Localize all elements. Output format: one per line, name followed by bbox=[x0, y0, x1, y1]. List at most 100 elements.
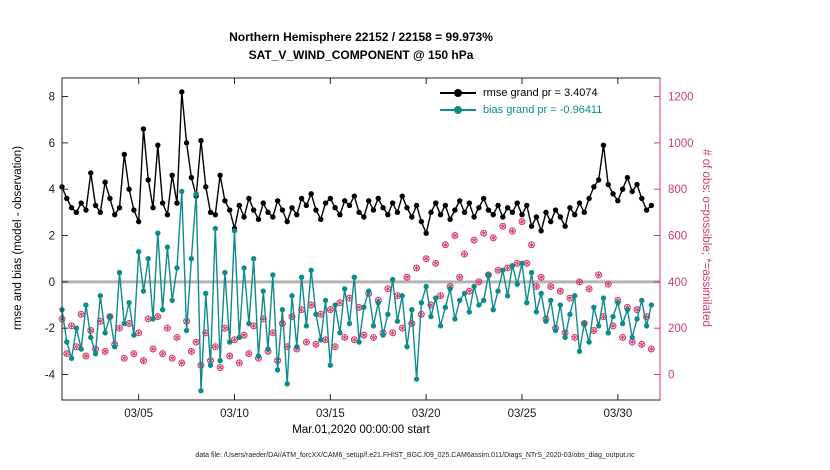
bias-marker-icon bbox=[454, 105, 462, 114]
rmse-marker bbox=[270, 214, 276, 220]
obs-assimilated-marker bbox=[519, 219, 525, 224]
bias-marker bbox=[308, 267, 314, 273]
obs-possible-marker bbox=[508, 227, 516, 235]
y-tick-label-left: -4 bbox=[45, 370, 56, 382]
obs-assimilated-marker bbox=[160, 351, 166, 356]
obs-possible-marker bbox=[173, 333, 181, 341]
bias-marker bbox=[188, 255, 195, 262]
rmse-marker bbox=[504, 205, 511, 211]
rmse-marker bbox=[342, 198, 348, 204]
bias-marker bbox=[64, 339, 70, 345]
rmse-marker bbox=[572, 211, 578, 218]
rmse-marker bbox=[548, 218, 554, 225]
rmse-marker bbox=[514, 200, 520, 206]
rmse-marker bbox=[495, 202, 501, 209]
obs-assimilated-marker bbox=[145, 317, 151, 321]
obs-assimilated-marker bbox=[73, 345, 79, 349]
obs-assimilated-marker bbox=[188, 349, 194, 354]
bias-marker bbox=[68, 355, 75, 362]
obs-possible-marker bbox=[77, 310, 85, 318]
bias-marker bbox=[595, 323, 602, 329]
rmse-marker bbox=[480, 195, 487, 202]
bias-marker bbox=[394, 318, 401, 324]
obs-assimilated-marker bbox=[452, 233, 458, 238]
rmse-marker bbox=[409, 214, 415, 220]
obs-assimilated-marker bbox=[232, 338, 237, 342]
bias-marker bbox=[629, 334, 635, 341]
rmse-marker bbox=[150, 205, 156, 211]
bias-marker bbox=[552, 327, 559, 334]
obs-possible-marker bbox=[566, 294, 574, 302]
bias-marker bbox=[298, 274, 305, 280]
obs-possible-marker bbox=[643, 313, 651, 321]
obs-assimilated-marker bbox=[514, 261, 520, 266]
rmse-marker bbox=[557, 214, 564, 220]
rmse-series bbox=[59, 89, 655, 236]
obs-assimilated-marker bbox=[217, 365, 223, 370]
rmse-marker bbox=[78, 200, 84, 206]
bias-marker bbox=[533, 309, 540, 315]
y-tick-label-right: 600 bbox=[668, 231, 687, 243]
y-tick-label-left: 4 bbox=[49, 184, 56, 196]
bias-marker bbox=[327, 362, 334, 368]
bias-marker bbox=[236, 334, 242, 341]
obs-possible-marker bbox=[120, 354, 128, 362]
obs-assimilated-marker bbox=[414, 266, 420, 270]
bias-marker bbox=[557, 302, 564, 308]
obs-assimilated-marker bbox=[337, 301, 343, 305]
rmse-marker bbox=[375, 195, 381, 202]
bias-marker bbox=[121, 320, 127, 327]
bias-marker bbox=[83, 302, 89, 308]
bias-marker bbox=[169, 297, 175, 304]
bias-marker bbox=[337, 330, 343, 336]
rmse-marker bbox=[155, 142, 161, 148]
y-tick-label-right: 400 bbox=[668, 277, 687, 289]
bias-marker bbox=[480, 297, 487, 304]
bias-marker bbox=[433, 295, 439, 301]
x-tick-label: 03/15 bbox=[316, 408, 345, 420]
obs-assimilated-marker bbox=[126, 321, 132, 326]
obs-possible-marker bbox=[604, 280, 612, 288]
obs-assimilated-marker bbox=[155, 314, 161, 319]
obs-possible-marker bbox=[461, 250, 468, 258]
bias-series bbox=[59, 188, 655, 394]
bias-marker bbox=[351, 274, 357, 280]
obs-assimilated-marker bbox=[418, 312, 424, 316]
obs-assimilated-marker bbox=[351, 338, 357, 342]
obs-assimilated-marker bbox=[529, 243, 535, 247]
bias-marker bbox=[370, 323, 377, 329]
obs-possible-marker bbox=[389, 329, 397, 337]
bias-marker bbox=[279, 306, 286, 313]
bias-marker bbox=[572, 293, 578, 299]
rmse-marker bbox=[327, 195, 334, 202]
bias-marker bbox=[159, 306, 166, 313]
bias-marker bbox=[270, 272, 276, 278]
rmse-marker bbox=[413, 202, 420, 209]
y-tick-label-right: 200 bbox=[668, 323, 687, 335]
obs-assimilated-marker bbox=[236, 361, 242, 365]
obs-assimilated-marker bbox=[327, 307, 333, 312]
rmse-marker bbox=[135, 218, 142, 225]
bias-marker bbox=[548, 297, 554, 304]
obs-assimilated-marker bbox=[308, 303, 314, 307]
obs-assimilated-marker bbox=[648, 347, 654, 351]
obs-assimilated-marker bbox=[174, 335, 180, 340]
bias-marker bbox=[413, 376, 420, 382]
bias-marker bbox=[303, 323, 310, 329]
bias-marker bbox=[495, 288, 501, 294]
bias-marker bbox=[365, 288, 372, 294]
bias-marker bbox=[131, 332, 137, 338]
obs-possible-marker bbox=[451, 232, 459, 240]
obs-possible-marker bbox=[211, 343, 219, 351]
obs-assimilated-marker bbox=[466, 289, 472, 293]
bias-marker bbox=[586, 339, 592, 345]
rmse-marker bbox=[284, 218, 290, 225]
rmse-marker bbox=[250, 207, 257, 213]
obs-possible-marker bbox=[326, 306, 334, 314]
bias-marker bbox=[332, 302, 338, 308]
rmse-marker bbox=[183, 140, 190, 146]
obs-possible-marker bbox=[441, 241, 449, 249]
obs-possible-marker bbox=[82, 352, 90, 360]
rmse-marker bbox=[428, 209, 434, 216]
